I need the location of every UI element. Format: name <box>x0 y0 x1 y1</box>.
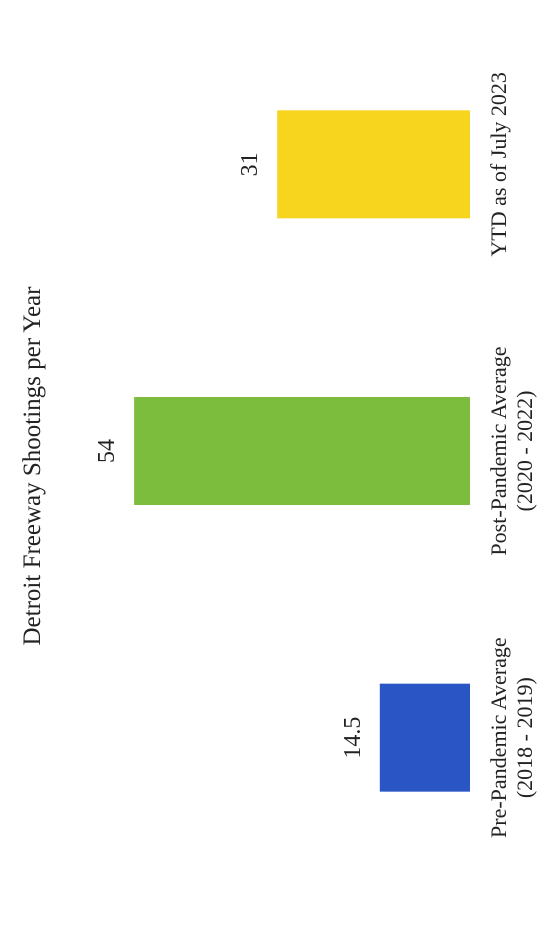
data-label-1: 14.5 <box>340 717 366 759</box>
bar-3 <box>277 110 470 219</box>
bar-2 <box>134 397 470 505</box>
category-label-1-line-1: Pre-Pandemic Average <box>486 637 511 838</box>
bars-group <box>134 110 470 792</box>
data-labels-group: 14.5 54 31 <box>94 152 366 758</box>
category-label-2-line-2: (2020 - 2022) <box>512 391 537 512</box>
data-label-3: 31 <box>237 152 263 176</box>
data-label-2: 54 <box>94 439 120 463</box>
category-label-3-line-1: YTD as of July 2023 <box>486 72 511 257</box>
category-label-1-line-2: (2018 - 2019) <box>512 677 537 798</box>
category-label-2-line-1: Post-Pandemic Average <box>486 346 511 555</box>
bar-1 <box>379 683 470 792</box>
category-labels-group: Pre-Pandemic Average (2018 - 2019) Post-Pa… <box>486 72 537 838</box>
chart-title: Detroit Freeway Shootings per Year <box>19 286 46 646</box>
